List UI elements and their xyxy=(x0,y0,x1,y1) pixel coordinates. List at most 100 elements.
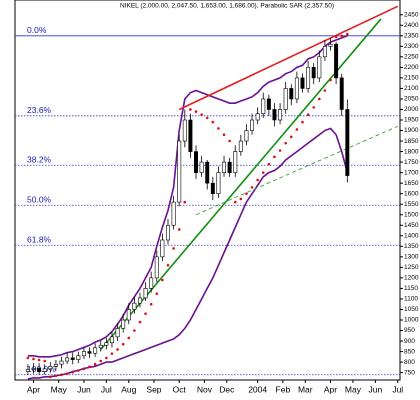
y-tick-label: 1800 xyxy=(404,148,419,155)
sar-dot xyxy=(144,312,147,315)
sar-dot xyxy=(43,359,47,363)
y-tick-label: 900 xyxy=(404,338,415,345)
candle-body xyxy=(132,302,137,310)
sar-dot xyxy=(177,228,181,231)
sar-dot xyxy=(217,127,220,130)
candle-body xyxy=(311,67,316,79)
candle-body xyxy=(160,239,165,258)
y-tick-label: 1750 xyxy=(404,159,419,166)
x-tick-label: Jul xyxy=(392,384,403,394)
x-tick-label: Dec xyxy=(219,384,235,394)
fib-label: 50.0% xyxy=(27,195,52,205)
candle-body xyxy=(177,140,182,203)
sar-dot xyxy=(166,263,170,267)
sar-dot xyxy=(49,375,52,379)
candle-body xyxy=(300,77,305,89)
candle-body xyxy=(149,277,154,289)
sar-dot xyxy=(155,292,159,295)
candle-body xyxy=(250,119,255,131)
candle-body xyxy=(121,319,126,329)
y-tick-label: 2300 xyxy=(404,43,419,50)
x-tick-label: Nov xyxy=(197,384,213,394)
sar-dot xyxy=(273,155,276,159)
y-tick-label: 1250 xyxy=(404,264,419,271)
candle-body xyxy=(70,357,75,360)
candle-body xyxy=(109,336,114,344)
candle-body xyxy=(143,288,148,299)
candle-body xyxy=(233,151,238,173)
sar-dot xyxy=(346,32,349,36)
sar-dot xyxy=(189,108,192,111)
x-tick-label: Sep xyxy=(146,384,161,394)
candle-body xyxy=(289,88,294,100)
candle-body xyxy=(317,56,322,79)
y-tick-label: 1950 xyxy=(404,117,419,124)
y-tick-label: 2400 xyxy=(404,22,419,29)
x-tick-label: May xyxy=(345,384,362,394)
y-tick-label: 1650 xyxy=(404,180,419,187)
trend-line xyxy=(195,125,398,216)
sar-dot xyxy=(32,357,35,361)
sar-dot xyxy=(82,367,86,371)
candle-body xyxy=(255,113,260,121)
candle-body xyxy=(334,43,339,79)
candle-body xyxy=(87,351,92,354)
bollinger-band xyxy=(27,35,348,358)
x-tick-label: 2004 xyxy=(248,384,267,394)
candle-body xyxy=(194,151,198,173)
sar-dot xyxy=(161,278,164,282)
sar-dot xyxy=(60,373,63,377)
candle-body xyxy=(182,119,187,142)
sar-dot xyxy=(77,369,80,372)
x-tick-label: Feb xyxy=(276,384,291,394)
sar-dot xyxy=(312,106,315,109)
y-tick-label: 1100 xyxy=(404,296,418,303)
candle-body xyxy=(244,130,249,142)
candle-body xyxy=(205,161,210,184)
candle-body xyxy=(104,342,109,346)
sar-dot xyxy=(340,34,344,38)
bollinger-band xyxy=(27,127,349,380)
sar-dot xyxy=(228,139,231,143)
candle-body xyxy=(31,368,36,370)
candle-body xyxy=(278,109,283,121)
sar-dot xyxy=(289,135,293,139)
candle-body xyxy=(222,161,227,173)
y-tick-label: 1600 xyxy=(404,190,419,197)
y-tick-label: 2350 xyxy=(404,33,419,40)
fib-label: 61.8% xyxy=(27,235,52,245)
x-tick-label: Aug xyxy=(121,384,136,394)
candle-body xyxy=(345,109,350,176)
y-tick-label: 1400 xyxy=(404,233,419,240)
sar-dot xyxy=(245,192,248,195)
y-tick-label: 2250 xyxy=(404,54,419,61)
candle-body xyxy=(227,161,232,173)
y-tick-label: 2100 xyxy=(404,85,419,92)
y-tick-label: 1450 xyxy=(404,222,419,229)
sar-dot xyxy=(222,133,226,137)
candle-body xyxy=(261,98,266,114)
sar-dot xyxy=(256,178,259,182)
candle-body xyxy=(48,366,53,370)
sar-dot xyxy=(110,352,114,355)
fib-label: 0.0% xyxy=(27,25,47,35)
sar-dot xyxy=(261,171,265,174)
candle-body xyxy=(154,256,159,279)
sar-dot xyxy=(306,113,310,117)
candle-body xyxy=(115,328,120,338)
y-tick-label: 950 xyxy=(404,327,415,334)
y-tick-label: 2450 xyxy=(404,11,419,18)
y-tick-label: 1550 xyxy=(404,201,419,208)
candle-body xyxy=(339,77,344,110)
candle-body xyxy=(238,140,243,152)
fib-label: 100.0% xyxy=(27,364,56,374)
sar-dot xyxy=(65,372,69,375)
chart-title: NIKEL (2,000.00, 2,047.50, 1,653.00, 1,6… xyxy=(120,3,334,10)
candle-body xyxy=(65,357,70,362)
candle-body xyxy=(59,360,64,365)
sar-dot xyxy=(54,374,58,378)
sar-dot xyxy=(334,35,338,39)
plot-frame xyxy=(14,0,401,381)
candle-body xyxy=(25,369,30,372)
y-tick-label: 800 xyxy=(404,359,415,366)
